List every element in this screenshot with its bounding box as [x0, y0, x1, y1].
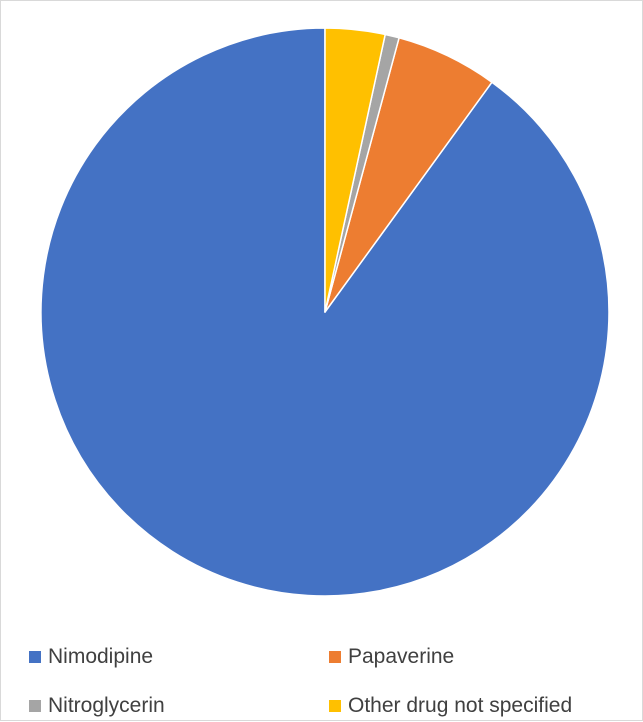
legend-label-nimodipine: Nimodipine	[48, 645, 154, 668]
legend-label-papaverine: Papaverine	[348, 645, 455, 668]
legend-swatch-nitroglycerin	[29, 700, 41, 712]
legend-swatch-other-drug	[329, 700, 341, 712]
legend-item-papaverine: Papaverine	[329, 641, 639, 673]
legend-swatch-nimodipine	[29, 651, 41, 663]
legend-label-nitroglycerin: Nitroglycerin	[48, 694, 165, 717]
legend-label-other-drug: Other drug not specified	[348, 694, 573, 717]
chart-legend: Nimodipine Papaverine Nitroglycerin Othe…	[29, 641, 639, 722]
pie-chart	[40, 27, 610, 597]
legend-item-nitroglycerin: Nitroglycerin	[29, 690, 329, 722]
pie-slice-other-drug-not-specified	[324, 27, 386, 313]
legend-swatch-papaverine	[329, 651, 341, 663]
legend-item-other-drug: Other drug not specified	[329, 690, 639, 722]
legend-item-nimodipine: Nimodipine	[29, 641, 329, 673]
